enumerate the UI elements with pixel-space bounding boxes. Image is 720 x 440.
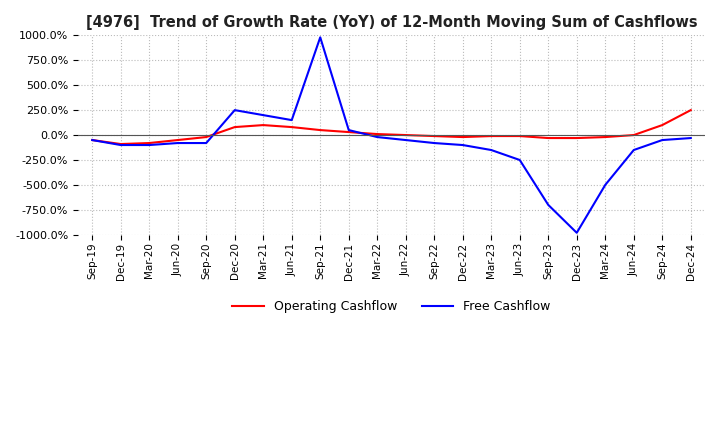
Operating Cashflow [117, 141, 125, 147]
Free Cashflow [230, 107, 239, 113]
Title: [4976]  Trend of Growth Rate (YoY) of 12-Month Moving Sum of Cashflows: [4976] Trend of Growth Rate (YoY) of 12-… [86, 15, 697, 30]
Free Cashflow [287, 117, 296, 123]
Free Cashflow [344, 128, 353, 133]
Free Cashflow [629, 147, 638, 153]
Operating Cashflow [316, 128, 325, 133]
Free Cashflow [658, 137, 667, 143]
Operating Cashflow [373, 132, 382, 137]
Free Cashflow [686, 136, 695, 141]
Legend: Operating Cashflow, Free Cashflow: Operating Cashflow, Free Cashflow [228, 295, 556, 318]
Free Cashflow [259, 113, 268, 118]
Free Cashflow [88, 137, 96, 143]
Free Cashflow [516, 158, 524, 163]
Operating Cashflow [686, 107, 695, 113]
Operating Cashflow [487, 133, 495, 139]
Free Cashflow [373, 134, 382, 139]
Operating Cashflow [516, 133, 524, 139]
Free Cashflow [402, 137, 410, 143]
Operating Cashflow [430, 133, 438, 139]
Operating Cashflow [202, 134, 210, 139]
Free Cashflow [430, 140, 438, 146]
Free Cashflow [601, 182, 610, 187]
Operating Cashflow [658, 122, 667, 128]
Operating Cashflow [230, 125, 239, 130]
Operating Cashflow [88, 137, 96, 143]
Free Cashflow [572, 230, 581, 235]
Operating Cashflow [629, 132, 638, 138]
Operating Cashflow [402, 132, 410, 138]
Free Cashflow [174, 140, 182, 146]
Operating Cashflow [459, 134, 467, 139]
Operating Cashflow [601, 134, 610, 139]
Operating Cashflow [344, 129, 353, 135]
Operating Cashflow [174, 137, 182, 143]
Operating Cashflow [572, 136, 581, 141]
Free Cashflow [487, 147, 495, 153]
Free Cashflow [202, 140, 210, 146]
Line: Free Cashflow: Free Cashflow [92, 37, 690, 233]
Operating Cashflow [544, 136, 552, 141]
Free Cashflow [145, 143, 153, 148]
Free Cashflow [459, 143, 467, 148]
Operating Cashflow [259, 122, 268, 128]
Free Cashflow [117, 143, 125, 148]
Free Cashflow [544, 202, 552, 208]
Free Cashflow [316, 35, 325, 40]
Operating Cashflow [145, 140, 153, 146]
Operating Cashflow [287, 125, 296, 130]
Line: Operating Cashflow: Operating Cashflow [92, 110, 690, 144]
